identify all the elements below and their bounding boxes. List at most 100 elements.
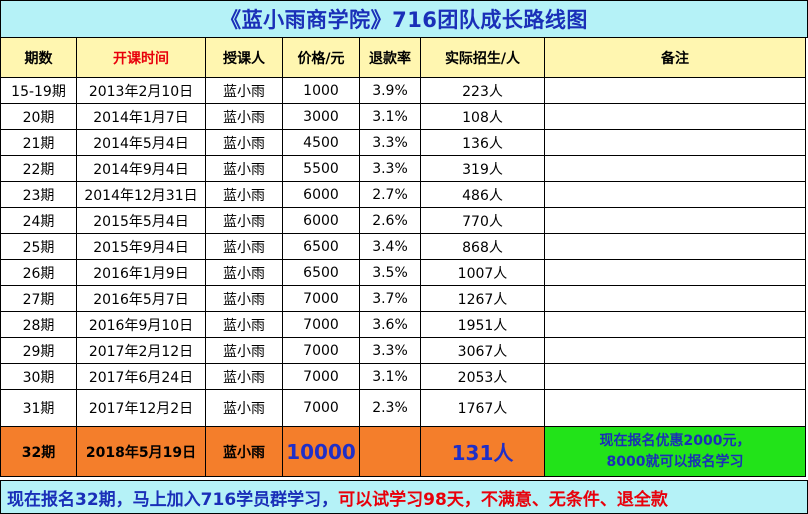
cell-note bbox=[544, 233, 806, 260]
cell-refund-rate: 3.3% bbox=[359, 155, 421, 182]
cell-enrolled: 770人 bbox=[420, 207, 545, 234]
cell-price: 6500 bbox=[282, 233, 360, 260]
table-row: 28期 2016年9月10日 蓝小雨 7000 3.6% 1951人 bbox=[0, 311, 806, 338]
cell-price: 4500 bbox=[282, 129, 360, 156]
cell-enrolled: 486人 bbox=[420, 181, 545, 208]
cell-teacher: 蓝小雨 bbox=[205, 103, 283, 130]
cell-price: 7000 bbox=[282, 285, 360, 312]
table-row: 20期 2014年1月7日 蓝小雨 3000 3.1% 108人 bbox=[0, 103, 806, 130]
footer-blue-text: 现在报名32期，马上加入716学员群学习， bbox=[7, 489, 339, 510]
table-row: 15-19期 2013年2月10日 蓝小雨 1000 3.9% 223人 bbox=[0, 77, 806, 104]
table-row: 25期 2015年9月4日 蓝小雨 6500 3.4% 868人 bbox=[0, 233, 806, 260]
cell-note bbox=[544, 337, 806, 364]
cell-period: 15-19期 bbox=[0, 77, 77, 104]
cell-teacher: 蓝小雨 bbox=[205, 207, 283, 234]
cell-date: 2015年9月4日 bbox=[76, 233, 206, 260]
highlight-period: 32期 bbox=[0, 426, 77, 477]
cell-period: 28期 bbox=[0, 311, 77, 338]
cell-teacher: 蓝小雨 bbox=[205, 181, 283, 208]
cell-period: 23期 bbox=[0, 181, 77, 208]
cell-period: 27期 bbox=[0, 285, 77, 312]
cell-teacher: 蓝小雨 bbox=[205, 155, 283, 182]
table-row: 27期 2016年5月7日 蓝小雨 7000 3.7% 1267人 bbox=[0, 285, 806, 312]
cell-note bbox=[544, 389, 806, 427]
cell-price: 6000 bbox=[282, 207, 360, 234]
cell-price: 5500 bbox=[282, 155, 360, 182]
cell-price: 7000 bbox=[282, 363, 360, 390]
header-price: 价格/元 bbox=[282, 37, 360, 78]
roadmap-table: 期数 开课时间 授课人 价格/元 退款率 实际招生/人 备注 15-19期 201… bbox=[0, 37, 806, 477]
cell-enrolled: 2053人 bbox=[420, 363, 545, 390]
table-row: 29期 2017年2月12日 蓝小雨 7000 3.3% 3067人 bbox=[0, 337, 806, 364]
cell-price: 6000 bbox=[282, 181, 360, 208]
header-note: 备注 bbox=[544, 37, 806, 78]
cell-teacher: 蓝小雨 bbox=[205, 285, 283, 312]
highlight-teacher: 蓝小雨 bbox=[205, 426, 283, 477]
header-row: 期数 开课时间 授课人 价格/元 退款率 实际招生/人 备注 bbox=[0, 37, 806, 78]
cell-enrolled: 3067人 bbox=[420, 337, 545, 364]
cell-teacher: 蓝小雨 bbox=[205, 259, 283, 286]
cell-refund-rate: 3.3% bbox=[359, 129, 421, 156]
cell-date: 2016年9月10日 bbox=[76, 311, 206, 338]
highlight-date: 2018年5月19日 bbox=[76, 426, 206, 477]
cell-note bbox=[544, 363, 806, 390]
cell-date: 2014年12月31日 bbox=[76, 181, 206, 208]
cell-teacher: 蓝小雨 bbox=[205, 337, 283, 364]
header-enrolled: 实际招生/人 bbox=[420, 37, 545, 78]
cell-period: 22期 bbox=[0, 155, 77, 182]
cell-teacher: 蓝小雨 bbox=[205, 389, 283, 427]
cell-refund-rate: 3.9% bbox=[359, 77, 421, 104]
table-row: 24期 2015年5月4日 蓝小雨 6000 2.6% 770人 bbox=[0, 207, 806, 234]
cell-note bbox=[544, 181, 806, 208]
cell-teacher: 蓝小雨 bbox=[205, 363, 283, 390]
cell-enrolled: 223人 bbox=[420, 77, 545, 104]
cell-note bbox=[544, 285, 806, 312]
cell-refund-rate: 3.4% bbox=[359, 233, 421, 260]
cell-enrolled: 136人 bbox=[420, 129, 545, 156]
cell-note bbox=[544, 311, 806, 338]
cell-refund-rate: 3.1% bbox=[359, 103, 421, 130]
page-title: 《蓝小雨商学院》716团队成长路线图 bbox=[0, 0, 808, 38]
cell-refund-rate: 2.3% bbox=[359, 389, 421, 427]
cell-date: 2017年2月12日 bbox=[76, 337, 206, 364]
cell-refund-rate: 3.5% bbox=[359, 259, 421, 286]
header-period: 期数 bbox=[0, 37, 77, 78]
cell-enrolled: 1951人 bbox=[420, 311, 545, 338]
cell-date: 2014年9月4日 bbox=[76, 155, 206, 182]
cell-period: 20期 bbox=[0, 103, 77, 130]
cell-period: 26期 bbox=[0, 259, 77, 286]
cell-enrolled: 319人 bbox=[420, 155, 545, 182]
cell-note bbox=[544, 129, 806, 156]
cell-price: 7000 bbox=[282, 311, 360, 338]
cell-date: 2016年1月9日 bbox=[76, 259, 206, 286]
cell-date: 2013年2月10日 bbox=[76, 77, 206, 104]
table-row: 30期 2017年6月24日 蓝小雨 7000 3.1% 2053人 bbox=[0, 363, 806, 390]
cell-teacher: 蓝小雨 bbox=[205, 129, 283, 156]
cell-period: 21期 bbox=[0, 129, 77, 156]
cell-enrolled: 868人 bbox=[420, 233, 545, 260]
cell-teacher: 蓝小雨 bbox=[205, 233, 283, 260]
table-row: 22期 2014年9月4日 蓝小雨 5500 3.3% 319人 bbox=[0, 155, 806, 182]
footer-red-text: 可以试学习98天，不满意、无条件、退全款 bbox=[338, 489, 668, 510]
cell-teacher: 蓝小雨 bbox=[205, 311, 283, 338]
cell-price: 6500 bbox=[282, 259, 360, 286]
table-row: 26期 2016年1月9日 蓝小雨 6500 3.5% 1007人 bbox=[0, 259, 806, 286]
cell-refund-rate: 3.6% bbox=[359, 311, 421, 338]
cell-enrolled: 108人 bbox=[420, 103, 545, 130]
cell-refund-rate: 2.6% bbox=[359, 207, 421, 234]
cell-date: 2017年12月2日 bbox=[76, 389, 206, 427]
cell-refund-rate: 3.3% bbox=[359, 337, 421, 364]
header-refund-rate: 退款率 bbox=[359, 37, 421, 78]
cell-price: 7000 bbox=[282, 389, 360, 427]
cell-refund-rate: 3.1% bbox=[359, 363, 421, 390]
highlight-price: 10000 bbox=[282, 426, 360, 477]
cell-note bbox=[544, 259, 806, 286]
header-date: 开课时间 bbox=[76, 37, 206, 78]
table-row: 23期 2014年12月31日 蓝小雨 6000 2.7% 486人 bbox=[0, 181, 806, 208]
cell-note bbox=[544, 103, 806, 130]
cell-period: 29期 bbox=[0, 337, 77, 364]
highlight-note: 现在报名优惠2000元， 8000就可以报名学习 bbox=[544, 426, 806, 477]
cell-enrolled: 1767人 bbox=[420, 389, 545, 427]
cell-refund-rate: 3.7% bbox=[359, 285, 421, 312]
